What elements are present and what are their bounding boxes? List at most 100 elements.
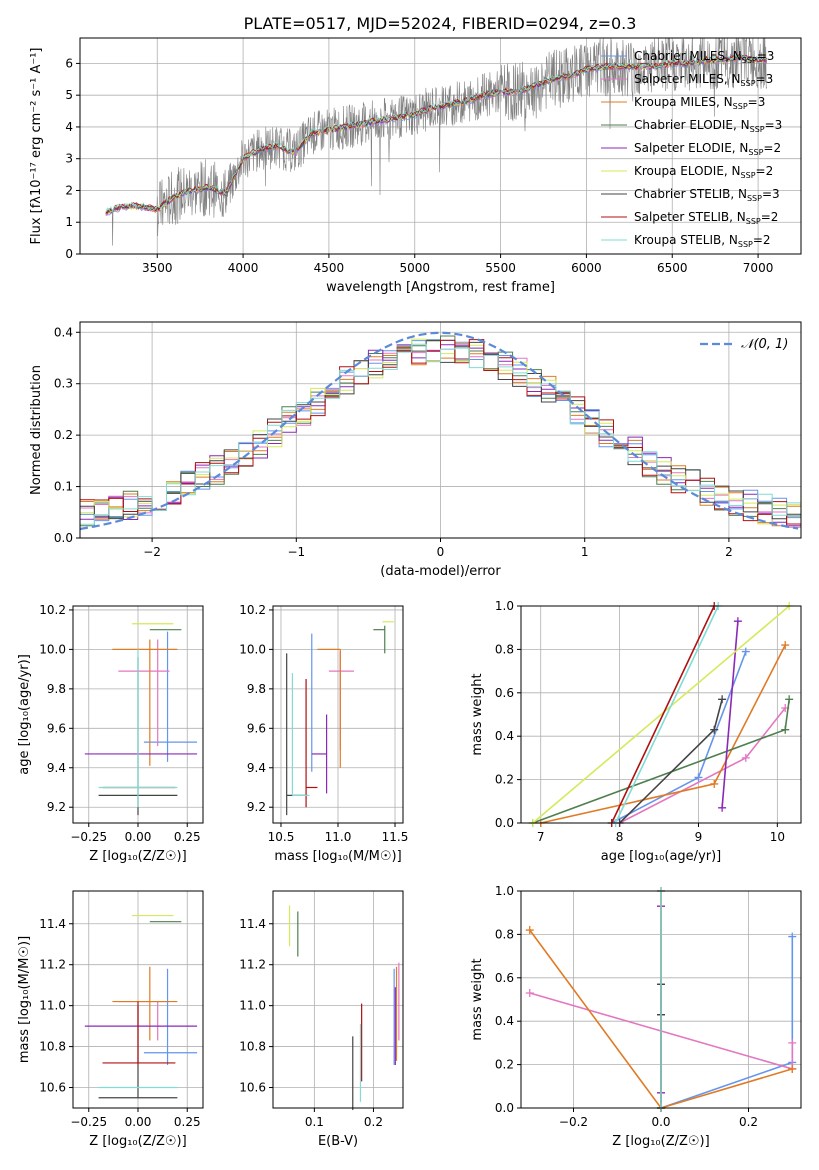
plot-frame — [72, 890, 204, 1109]
legend-entry-text: Salpeter ELODIE, NSSP=2 — [634, 141, 781, 157]
x-tick-label: 0.2 — [364, 1115, 383, 1129]
y-tick-label: 9.2 — [247, 800, 266, 814]
weight-line — [614, 605, 719, 824]
y-tick-label: 0.2 — [495, 773, 514, 787]
weight-line — [532, 605, 790, 824]
legend-entry-text: Chabrier STELIB, NSSP=3 — [634, 187, 780, 203]
grid — [521, 605, 801, 824]
model-line-salpeter-stelib — [105, 53, 768, 214]
x-tick-label: −0.25 — [70, 830, 107, 844]
y-tick-label: 0.2 — [54, 428, 73, 442]
y-tick-label: 0.0 — [495, 816, 514, 830]
marks — [288, 905, 400, 1111]
y-tick-label: 11.4 — [239, 917, 266, 931]
plus-marker — [710, 779, 719, 788]
y-tick-label: 9.4 — [247, 761, 266, 775]
legend-entry-text: 𝒩(0, 1) — [741, 337, 788, 352]
marks — [528, 602, 794, 827]
plus-marker — [785, 695, 794, 704]
errorbar-salpeter-elodie — [311, 714, 328, 794]
y-tick-label: 1 — [65, 215, 73, 229]
x-tick-label: −0.25 — [70, 1115, 107, 1129]
y-tick-label: 0.6 — [495, 686, 514, 700]
axes-age_vs_mass: 10.5 11.0 11.5 9.2 9.4 9.6 9.8 10.0 10.2 mass [lo… — [239, 603, 408, 864]
errorbar-salpeter-stelib — [305, 678, 318, 808]
plus-marker — [525, 926, 534, 935]
y-tick-label: 11.0 — [239, 999, 266, 1013]
x-tick-label: 0.25 — [174, 830, 201, 844]
errorbar-chabrier-miles — [143, 631, 198, 762]
plus-marker — [741, 753, 750, 762]
y-tick-label: 0.4 — [54, 325, 73, 339]
y-tick-label: 11.2 — [239, 958, 266, 972]
marks: Chabrier MILES, NSSP=3 Salpeter MILES, NS… — [105, 38, 782, 249]
axes-residuals: −2 −1 0 1 2 0.0 0.1 0.2 0.3 0.4 𝒩(0, 1) (data-model… — [29, 321, 802, 579]
y-tick-label: 10.6 — [39, 1081, 66, 1095]
normal-distribution-curve — [80, 331, 799, 531]
x-tick-label: 6000 — [571, 261, 602, 275]
errorbar-kroupa-miles — [112, 639, 178, 766]
axes-spectrum: 3500 4000 4500 5000 5500 6000 6500 7000 0 1 2 3 4 5 6 C… — [29, 37, 802, 295]
axes-age_vs_Z: −0.25 0.00 0.25 9.2 9.4 9.6 9.8 10.0 10.2 Z [log₁… — [17, 603, 204, 864]
y-tick-label: 10.0 — [239, 642, 266, 656]
legend-entry-text: Kroupa MILES, NSSP=3 — [634, 95, 765, 111]
plus-marker — [781, 641, 790, 650]
x-axis-label: E(B-V) — [318, 1134, 358, 1149]
legend-entry-text: Kroupa ELODIE, NSSP=2 — [634, 164, 773, 180]
x-tick-label: 3500 — [142, 261, 173, 275]
x-tick-label: 11.5 — [382, 830, 409, 844]
axes-massweight_vs_age: 7 8 9 10 0.0 0.2 0.4 0.6 0.8 1.0 age [log₁₀(age/yr… — [470, 599, 802, 864]
y-tick-label: 10.0 — [39, 642, 66, 656]
marks — [84, 623, 198, 816]
x-tick-label: 0.1 — [305, 1115, 324, 1129]
x-tick-label: 4000 — [228, 261, 259, 275]
errorbar-kroupa-miles — [112, 966, 178, 1041]
figure-title: PLATE=0517, MJD=52024, FIBERID=0294, z=0… — [244, 14, 637, 33]
legend-entry-text: Salpeter MILES, NSSP=3 — [634, 72, 773, 88]
axes-mass_vs_ebv: 0.1 0.2 10.6 10.8 11.0 11.2 11.4 E(B-V) — [239, 890, 404, 1149]
x-tick-label: 10.5 — [268, 830, 295, 844]
x-axis-label: (data-model)/error — [380, 564, 501, 579]
y-tick-label: 0.0 — [495, 1101, 514, 1115]
y-tick-label: 0.8 — [495, 927, 514, 941]
x-tick-label: −2 — [143, 545, 161, 559]
y-tick-label: 9.4 — [47, 761, 66, 775]
plus-marker — [525, 988, 534, 997]
y-tick-label: 10.2 — [239, 603, 266, 617]
x-tick-label: 7000 — [743, 261, 774, 275]
x-tick-label: 5000 — [399, 261, 430, 275]
x-tick-label: 10 — [770, 830, 785, 844]
model-line-chabrier-stelib — [105, 54, 768, 213]
spectrum-lines — [105, 38, 768, 246]
y-tick-label: 0.4 — [495, 1014, 514, 1028]
marks: 𝒩(0, 1) — [80, 331, 801, 531]
x-tick-label: 0.0 — [651, 1115, 670, 1129]
model-line-kroupa-stelib — [105, 53, 768, 213]
x-tick-label: 4500 — [314, 261, 345, 275]
x-tick-label: 0.2 — [739, 1115, 758, 1129]
plus-marker — [788, 1038, 797, 1047]
x-axis-label: age [log₁₀(age/yr)] — [601, 849, 722, 864]
y-tick-label: 9.8 — [247, 682, 266, 696]
plot-area — [273, 891, 403, 1108]
x-tick-label: 0 — [437, 545, 445, 559]
x-tick-label: 1 — [581, 545, 589, 559]
legend-entry-text: Kroupa STELIB, NSSP=2 — [634, 233, 771, 249]
errorbar-salpeter-stelib — [102, 1001, 176, 1064]
y-tick-label: 0.1 — [54, 480, 73, 494]
weight-line — [610, 605, 715, 824]
y-tick-label: 0.0 — [54, 531, 73, 545]
x-axis-label: Z [log₁₀(Z/Z☉)] — [612, 1134, 709, 1149]
y-tick-label: 5 — [65, 88, 73, 102]
y-tick-label: 0.8 — [495, 642, 514, 656]
y-tick-label: 1.0 — [495, 884, 514, 898]
y-tick-label: 0 — [65, 247, 73, 261]
axes-massweight_vs_Z: −0.2 0.0 0.2 0.0 0.2 0.4 0.6 0.8 1.0 Z [log₁₀(Z/Z… — [470, 884, 802, 1149]
legend-entry-text: Salpeter STELIB, NSSP=2 — [634, 210, 778, 226]
x-tick-label: 9 — [695, 830, 703, 844]
x-tick-label: 7 — [537, 830, 545, 844]
y-axis-label: Normed distribution — [29, 365, 44, 495]
y-tick-label: 2 — [65, 183, 73, 197]
legend-entry-text: Chabrier ELODIE, NSSP=3 — [634, 118, 782, 134]
plot-frame — [272, 890, 404, 1109]
